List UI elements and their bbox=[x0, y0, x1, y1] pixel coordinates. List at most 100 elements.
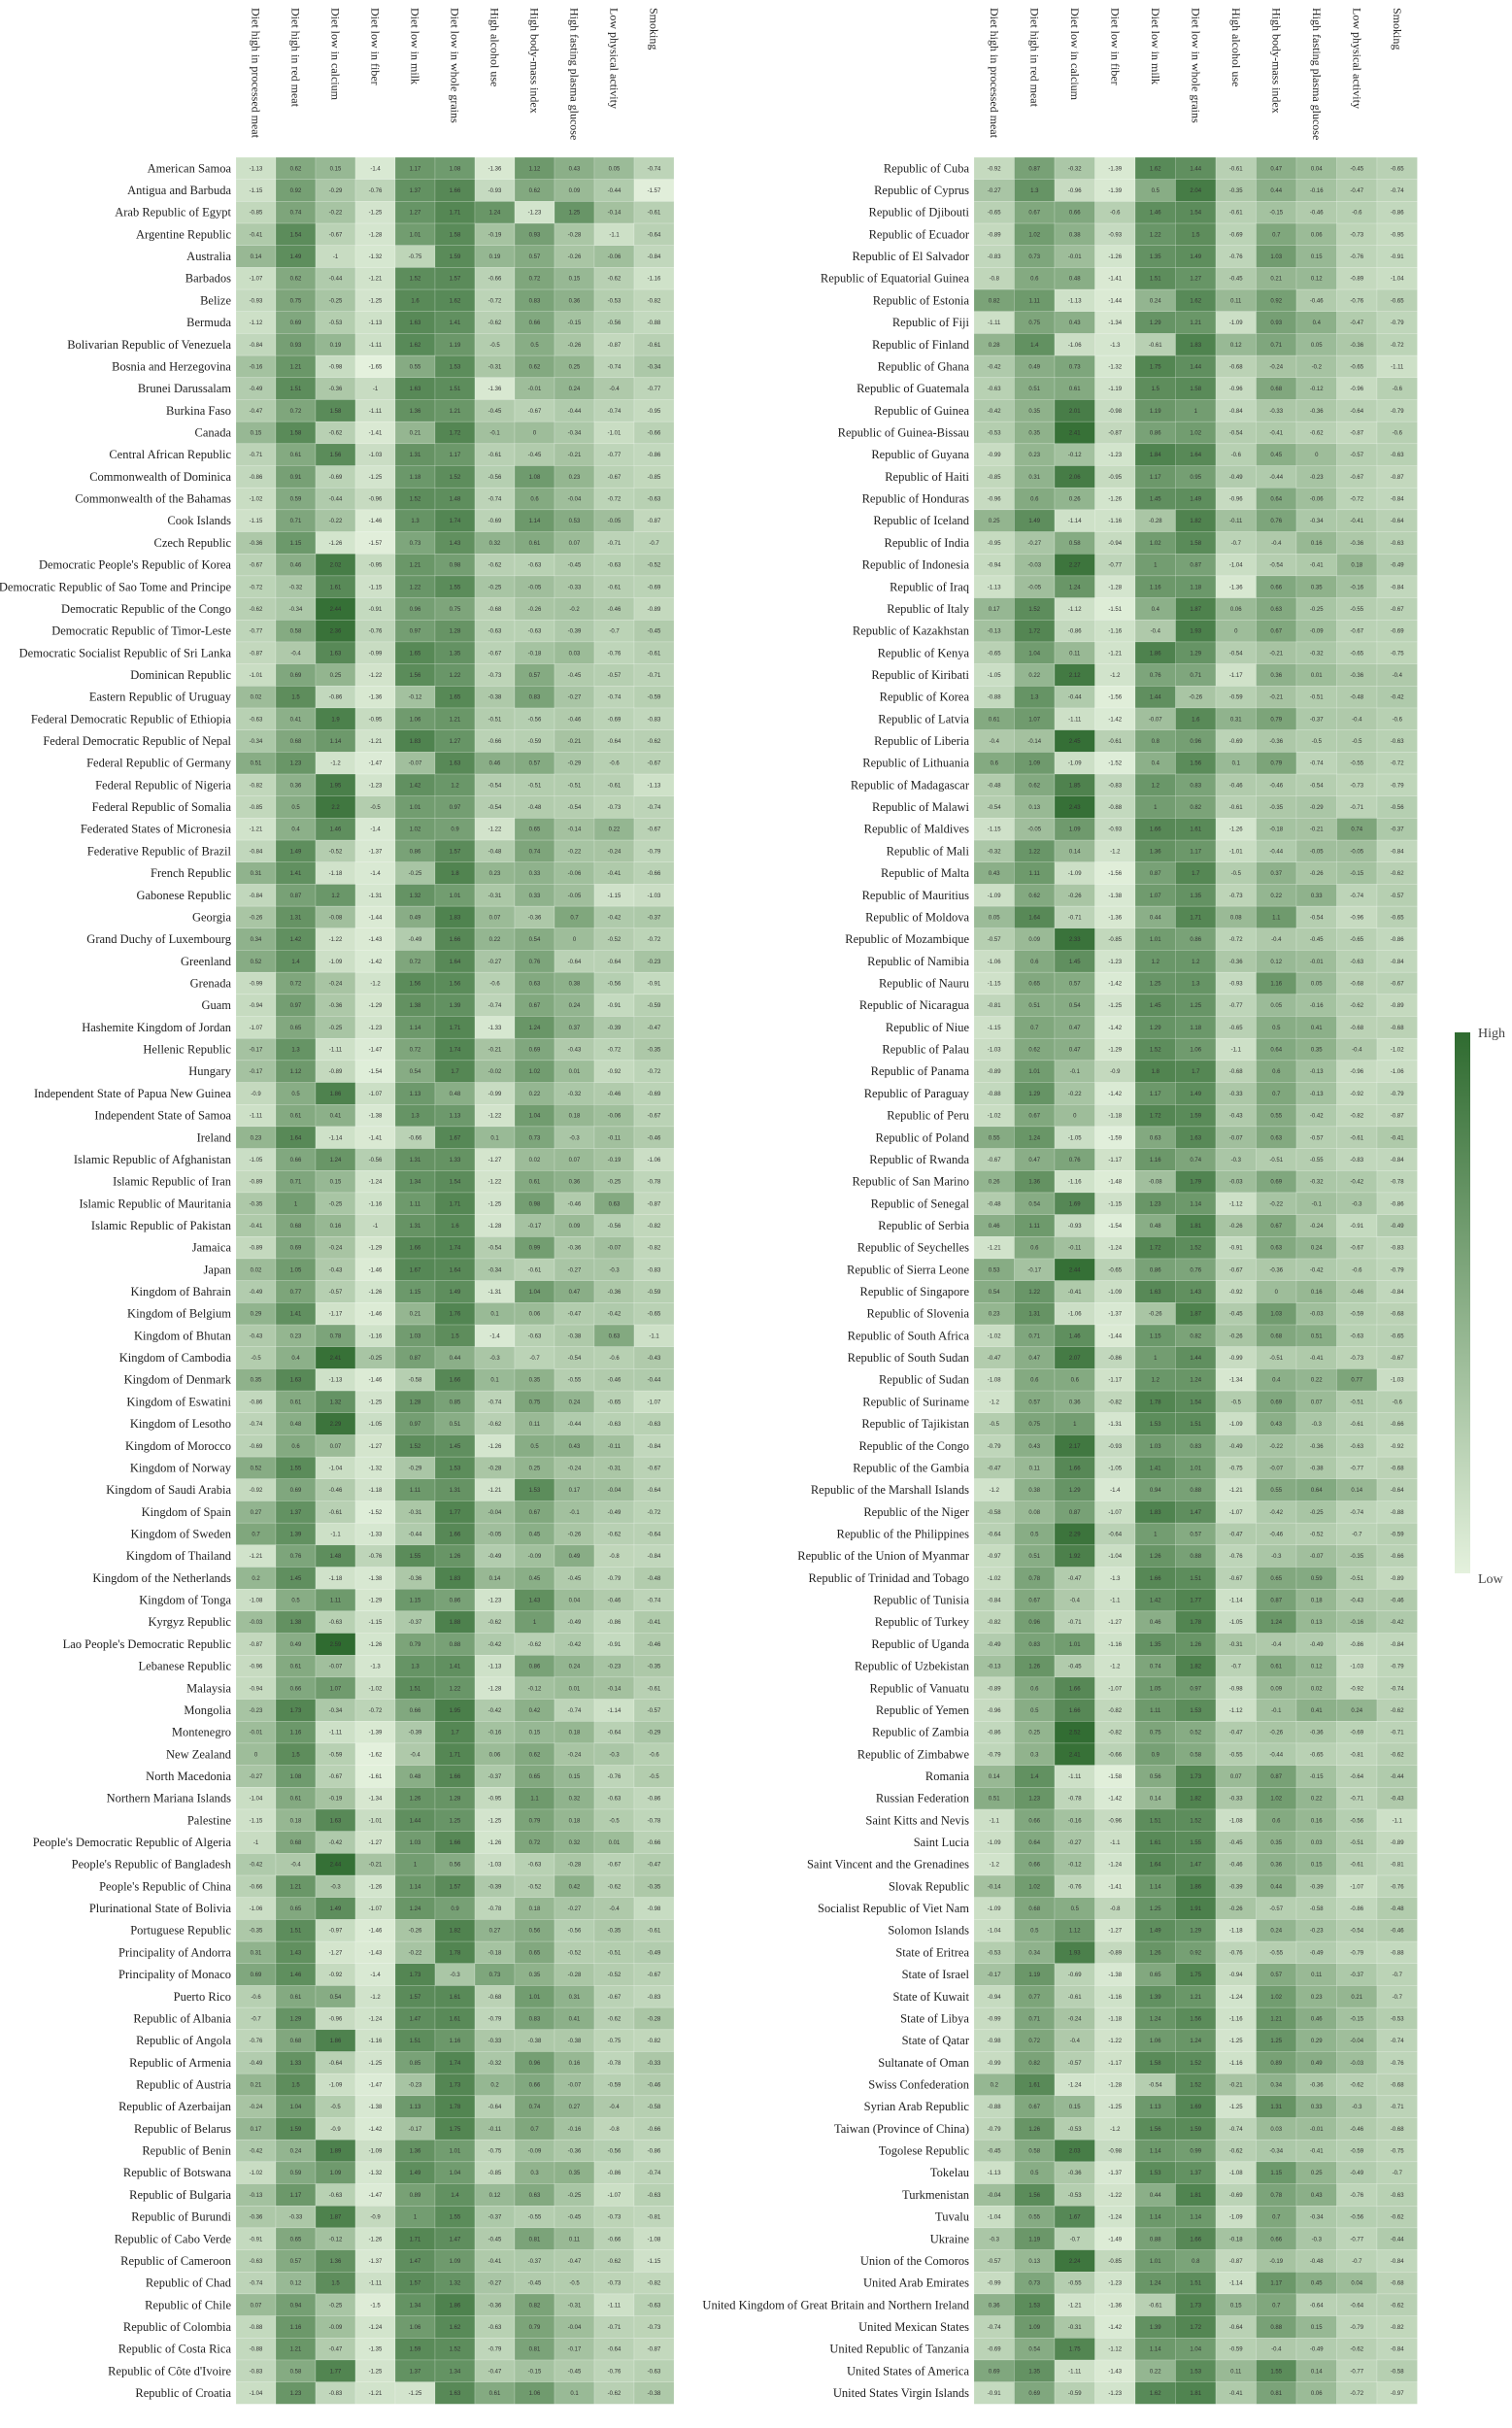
cell-value: -0.67 bbox=[329, 232, 343, 238]
cell-value: -0.85 bbox=[1108, 2259, 1122, 2265]
cell-value: 0.91 bbox=[290, 475, 302, 481]
cell-value: -0.99 bbox=[1229, 1356, 1243, 1362]
cell-value: 0.63 bbox=[529, 982, 541, 988]
cell-value: 0.46 bbox=[1150, 1620, 1161, 1626]
cell-value: 1.08 bbox=[529, 475, 541, 481]
cell-value: -0.76 bbox=[608, 2369, 622, 2375]
cell-value: 0.77 bbox=[1028, 1995, 1040, 2001]
cell-value: 0.21 bbox=[251, 2083, 262, 2089]
row-label: Kingdom of Thailand bbox=[126, 1549, 232, 1563]
cell-value: -0.1 bbox=[1271, 1708, 1282, 1714]
cell-value: -0.48 bbox=[988, 1201, 1001, 1207]
cell-value: -0.91 bbox=[1350, 1224, 1363, 1230]
cell-value: 0.65 bbox=[529, 1774, 541, 1780]
cell-value: -1.16 bbox=[1108, 1995, 1122, 2001]
cell-value: -0.23 bbox=[648, 960, 661, 965]
cell-value: -0.88 bbox=[648, 320, 661, 326]
cell-value: 0.51 bbox=[1028, 387, 1040, 392]
cell-value: 1.01 bbox=[1069, 1642, 1081, 1648]
cell-value: -0.26 bbox=[1229, 1333, 1243, 1339]
cell-value: -0.61 bbox=[1229, 805, 1243, 811]
cell-value: -1.08 bbox=[250, 1599, 263, 1604]
row-label: Jamaica bbox=[192, 1241, 232, 1255]
cell-value: 0.54 bbox=[989, 1290, 1000, 1296]
cell-value: 1.34 bbox=[410, 2303, 421, 2309]
cell-value: -0.56 bbox=[1350, 2215, 1363, 2221]
cell-value: 2.2 bbox=[331, 805, 340, 811]
row-label: Kingdom of Bhutan bbox=[134, 1329, 232, 1342]
cell-value: 0.23 bbox=[1028, 453, 1040, 458]
cell-value: -0.65 bbox=[1229, 1026, 1243, 1031]
cell-value: -0.64 bbox=[488, 2105, 502, 2110]
cell-value: -0.9 bbox=[330, 2127, 341, 2133]
cell-value: -0.35 bbox=[1229, 188, 1243, 194]
column-label: Diet low in milk bbox=[409, 8, 422, 84]
cell-value: -0.6 bbox=[1110, 211, 1121, 217]
cell-value: 0.8 bbox=[1152, 739, 1160, 745]
cell-value: 1.26 bbox=[1190, 1642, 1201, 1648]
cell-value: -0.47 bbox=[988, 1466, 1001, 1471]
cell-value: -0.53 bbox=[608, 298, 622, 304]
cell-value: -1.21 bbox=[250, 827, 263, 833]
cell-value: 0.96 bbox=[1028, 1620, 1040, 1626]
cell-value: -0.93 bbox=[1229, 982, 1243, 988]
row-label: Tuvalu bbox=[935, 2210, 970, 2224]
cell-value: 1.66 bbox=[1069, 1686, 1081, 1692]
row-label: United Kingdom of Great Britain and Nort… bbox=[702, 2298, 969, 2311]
cell-value: -0.41 bbox=[488, 2259, 502, 2265]
cell-value: 0.44 bbox=[1150, 2193, 1161, 2199]
cell-value: 0.09 bbox=[569, 188, 581, 194]
cell-value: 0.67 bbox=[529, 1510, 541, 1516]
cell-value: -0.1 bbox=[569, 1510, 580, 1516]
cell-value: -1.22 bbox=[1108, 2193, 1122, 2199]
cell-value: -0.87 bbox=[608, 343, 622, 349]
cell-value: -0.54 bbox=[988, 805, 1001, 811]
cell-value: -0.2 bbox=[1312, 364, 1323, 370]
cell-value: -1.12 bbox=[1068, 607, 1082, 613]
cell-value: -0.54 bbox=[1269, 563, 1283, 569]
cell-value: 1.88 bbox=[450, 1620, 461, 1626]
cell-value: -0.27 bbox=[568, 1267, 582, 1273]
cell-value: 0.43 bbox=[1069, 320, 1081, 326]
row-label: Brunei Darussalam bbox=[138, 382, 231, 395]
cell-value: 0.11 bbox=[1311, 1973, 1323, 1978]
column-label: Diet low in fiber bbox=[369, 8, 383, 85]
cell-value: -0.75 bbox=[409, 254, 422, 260]
colorbar bbox=[1455, 1032, 1470, 1573]
cell-value: -0.46 bbox=[608, 1599, 622, 1604]
column-label: Diet high in processed meat bbox=[250, 8, 263, 139]
cell-value: -0.71 bbox=[1350, 805, 1363, 811]
cell-value: -1.26 bbox=[369, 1884, 383, 1890]
cell-value: -0.95 bbox=[988, 541, 1001, 547]
cell-value: -0.17 bbox=[1027, 1267, 1041, 1273]
cell-value: -0.03 bbox=[1310, 1312, 1324, 1318]
cell-value: 0.15 bbox=[1311, 254, 1323, 260]
cell-value: 0.01 bbox=[569, 1069, 581, 1075]
cell-value: 0.21 bbox=[410, 1312, 421, 1318]
cell-value: -1.42 bbox=[1108, 982, 1122, 988]
cell-value: 0.41 bbox=[569, 2016, 581, 2022]
cell-value: -0.98 bbox=[329, 364, 343, 370]
cell-value: 0.78 bbox=[1028, 1576, 1040, 1582]
row-label: Republic of Madagascar bbox=[851, 778, 970, 792]
cell-value: -1.16 bbox=[648, 277, 661, 283]
cell-value: 1.51 bbox=[410, 1686, 421, 1692]
cell-value: 0.1 bbox=[570, 2391, 579, 2397]
cell-value: 1.12 bbox=[290, 1069, 302, 1075]
cell-value: -0.12 bbox=[409, 695, 422, 701]
cell-value: -0.35 bbox=[1350, 1554, 1363, 1560]
cell-value: 0.25 bbox=[529, 1466, 541, 1471]
cell-value: -0.93 bbox=[1108, 827, 1122, 833]
cell-value: -1.15 bbox=[250, 519, 263, 524]
cell-value: 0.87 bbox=[1028, 166, 1040, 172]
cell-value: 1.67 bbox=[450, 1135, 461, 1141]
cell-value: 1.13 bbox=[410, 1092, 421, 1097]
cell-value: -0.72 bbox=[1391, 761, 1404, 767]
cell-value: 0.43 bbox=[1311, 2193, 1323, 2199]
cell-value: 0.32 bbox=[569, 1797, 581, 1803]
cell-value: -1.42 bbox=[369, 2127, 383, 2133]
cell-value: 1.01 bbox=[529, 1995, 541, 2001]
cell-value: 1.78 bbox=[450, 2105, 461, 2110]
cell-value: 0.68 bbox=[290, 1840, 302, 1846]
cell-value: -0.61 bbox=[329, 1510, 343, 1516]
